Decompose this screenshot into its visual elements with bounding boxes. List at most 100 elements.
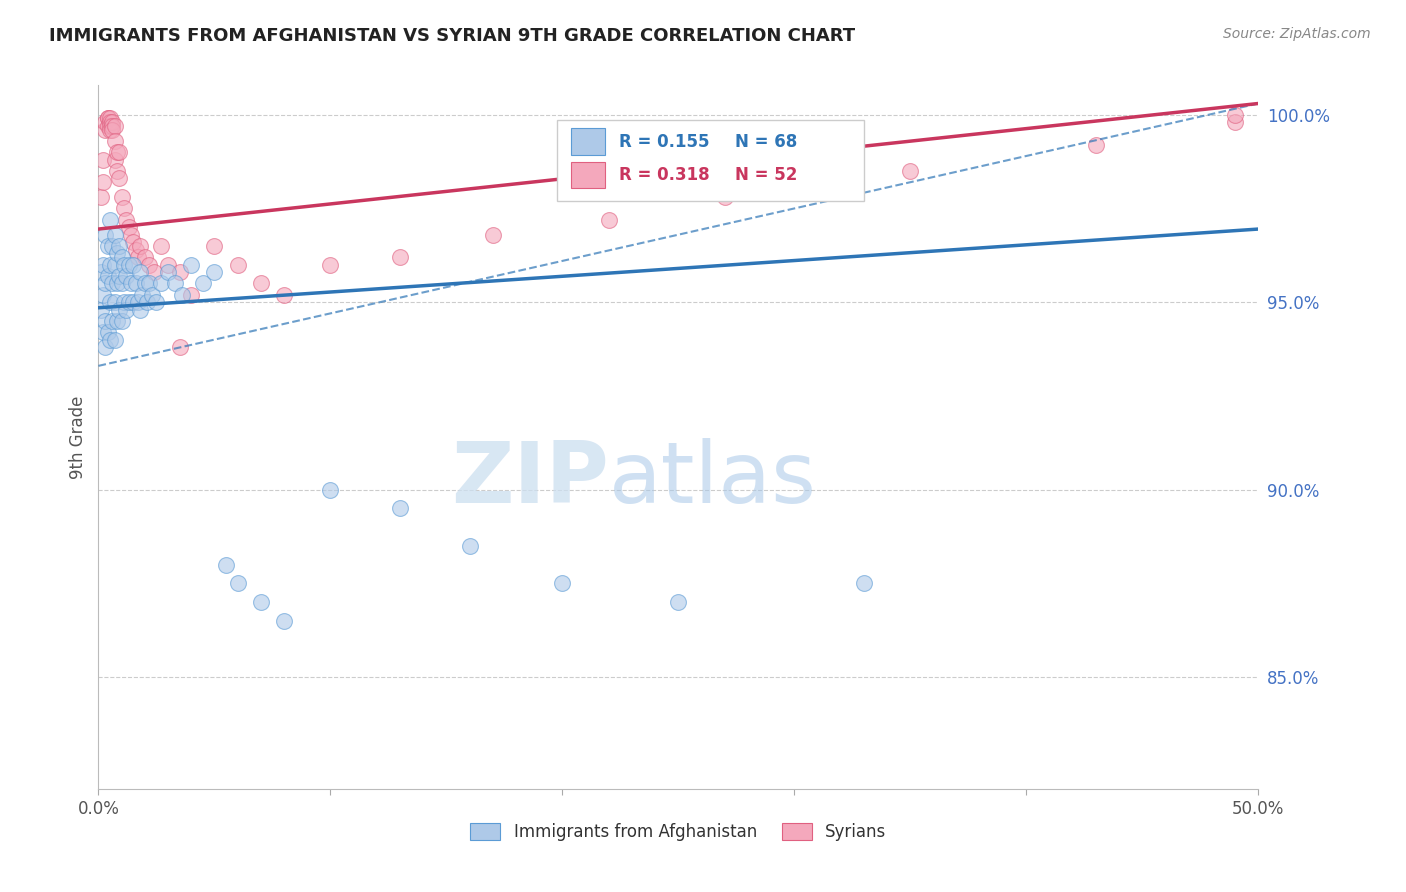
Text: Source: ZipAtlas.com: Source: ZipAtlas.com xyxy=(1223,27,1371,41)
Point xyxy=(104,258,127,272)
Point xyxy=(111,277,132,291)
Point xyxy=(98,119,121,133)
Point xyxy=(101,239,124,253)
Point xyxy=(94,122,117,136)
Point xyxy=(129,239,152,253)
Point xyxy=(388,501,412,516)
Point xyxy=(91,287,114,301)
Point xyxy=(169,340,191,354)
Point xyxy=(97,112,120,126)
Point xyxy=(127,250,149,264)
Point xyxy=(115,268,138,283)
Point xyxy=(91,258,114,272)
Point xyxy=(101,314,124,328)
Point xyxy=(1223,115,1247,129)
Point xyxy=(122,295,145,310)
Point xyxy=(120,227,142,242)
Point xyxy=(191,277,214,291)
Point xyxy=(90,190,112,204)
Legend: Immigrants from Afghanistan, Syrians: Immigrants from Afghanistan, Syrians xyxy=(464,816,893,848)
Point xyxy=(273,287,295,301)
Point xyxy=(91,153,114,167)
Point xyxy=(94,115,117,129)
Text: N = 52: N = 52 xyxy=(735,166,797,184)
Point xyxy=(97,119,120,133)
Point xyxy=(105,246,128,260)
Point xyxy=(157,258,180,272)
Point xyxy=(145,295,167,310)
Point xyxy=(204,239,226,253)
Point xyxy=(215,558,238,572)
Point xyxy=(101,115,124,129)
Point xyxy=(104,134,127,148)
Point xyxy=(150,277,173,291)
Point xyxy=(273,614,295,628)
Point xyxy=(94,277,117,291)
Point xyxy=(115,302,138,317)
Point xyxy=(226,576,249,591)
Point xyxy=(134,277,156,291)
Point xyxy=(1223,108,1247,122)
Point xyxy=(122,258,145,272)
Point xyxy=(143,265,166,279)
Point xyxy=(112,258,135,272)
Point xyxy=(105,164,128,178)
Point xyxy=(105,277,128,291)
Point xyxy=(163,277,186,291)
Point xyxy=(134,250,156,264)
Point xyxy=(94,227,117,242)
Point xyxy=(97,112,120,126)
Point xyxy=(226,258,249,272)
Point xyxy=(122,235,145,249)
Point xyxy=(170,287,193,301)
Point xyxy=(129,265,152,279)
Point xyxy=(666,595,689,609)
Point xyxy=(127,295,149,310)
FancyBboxPatch shape xyxy=(557,120,863,201)
Point xyxy=(124,277,146,291)
Text: atlas: atlas xyxy=(609,438,817,521)
Point xyxy=(97,239,120,253)
Text: R = 0.318: R = 0.318 xyxy=(619,166,710,184)
Point xyxy=(90,265,112,279)
Point xyxy=(117,258,139,272)
Point xyxy=(131,287,153,301)
Point xyxy=(104,119,127,133)
Point xyxy=(91,175,114,189)
Point xyxy=(97,325,120,339)
Point xyxy=(157,265,180,279)
Point xyxy=(319,483,342,497)
Point xyxy=(98,122,121,136)
Text: ZIP: ZIP xyxy=(451,438,609,521)
Point xyxy=(900,164,922,178)
Point xyxy=(136,295,159,310)
Point xyxy=(852,576,875,591)
Point xyxy=(138,277,160,291)
Point xyxy=(141,287,163,301)
FancyBboxPatch shape xyxy=(571,128,606,155)
Point xyxy=(112,202,135,216)
Point xyxy=(111,314,132,328)
Point xyxy=(98,295,121,310)
Text: IMMIGRANTS FROM AFGHANISTAN VS SYRIAN 9TH GRADE CORRELATION CHART: IMMIGRANTS FROM AFGHANISTAN VS SYRIAN 9T… xyxy=(49,27,855,45)
Point xyxy=(714,190,737,204)
Point xyxy=(108,302,131,317)
Point xyxy=(458,539,481,553)
Point xyxy=(481,227,505,242)
Point xyxy=(138,258,160,272)
Point xyxy=(319,258,342,272)
Point xyxy=(115,212,138,227)
Point xyxy=(112,295,135,310)
Point xyxy=(98,258,121,272)
Point xyxy=(551,576,574,591)
FancyBboxPatch shape xyxy=(571,161,606,188)
Point xyxy=(101,277,124,291)
Point xyxy=(111,190,132,204)
Point xyxy=(108,171,131,186)
Point xyxy=(104,333,127,347)
Point xyxy=(117,220,139,235)
Text: N = 68: N = 68 xyxy=(735,133,797,151)
Point xyxy=(250,595,273,609)
Point xyxy=(97,268,120,283)
Point xyxy=(104,153,127,167)
